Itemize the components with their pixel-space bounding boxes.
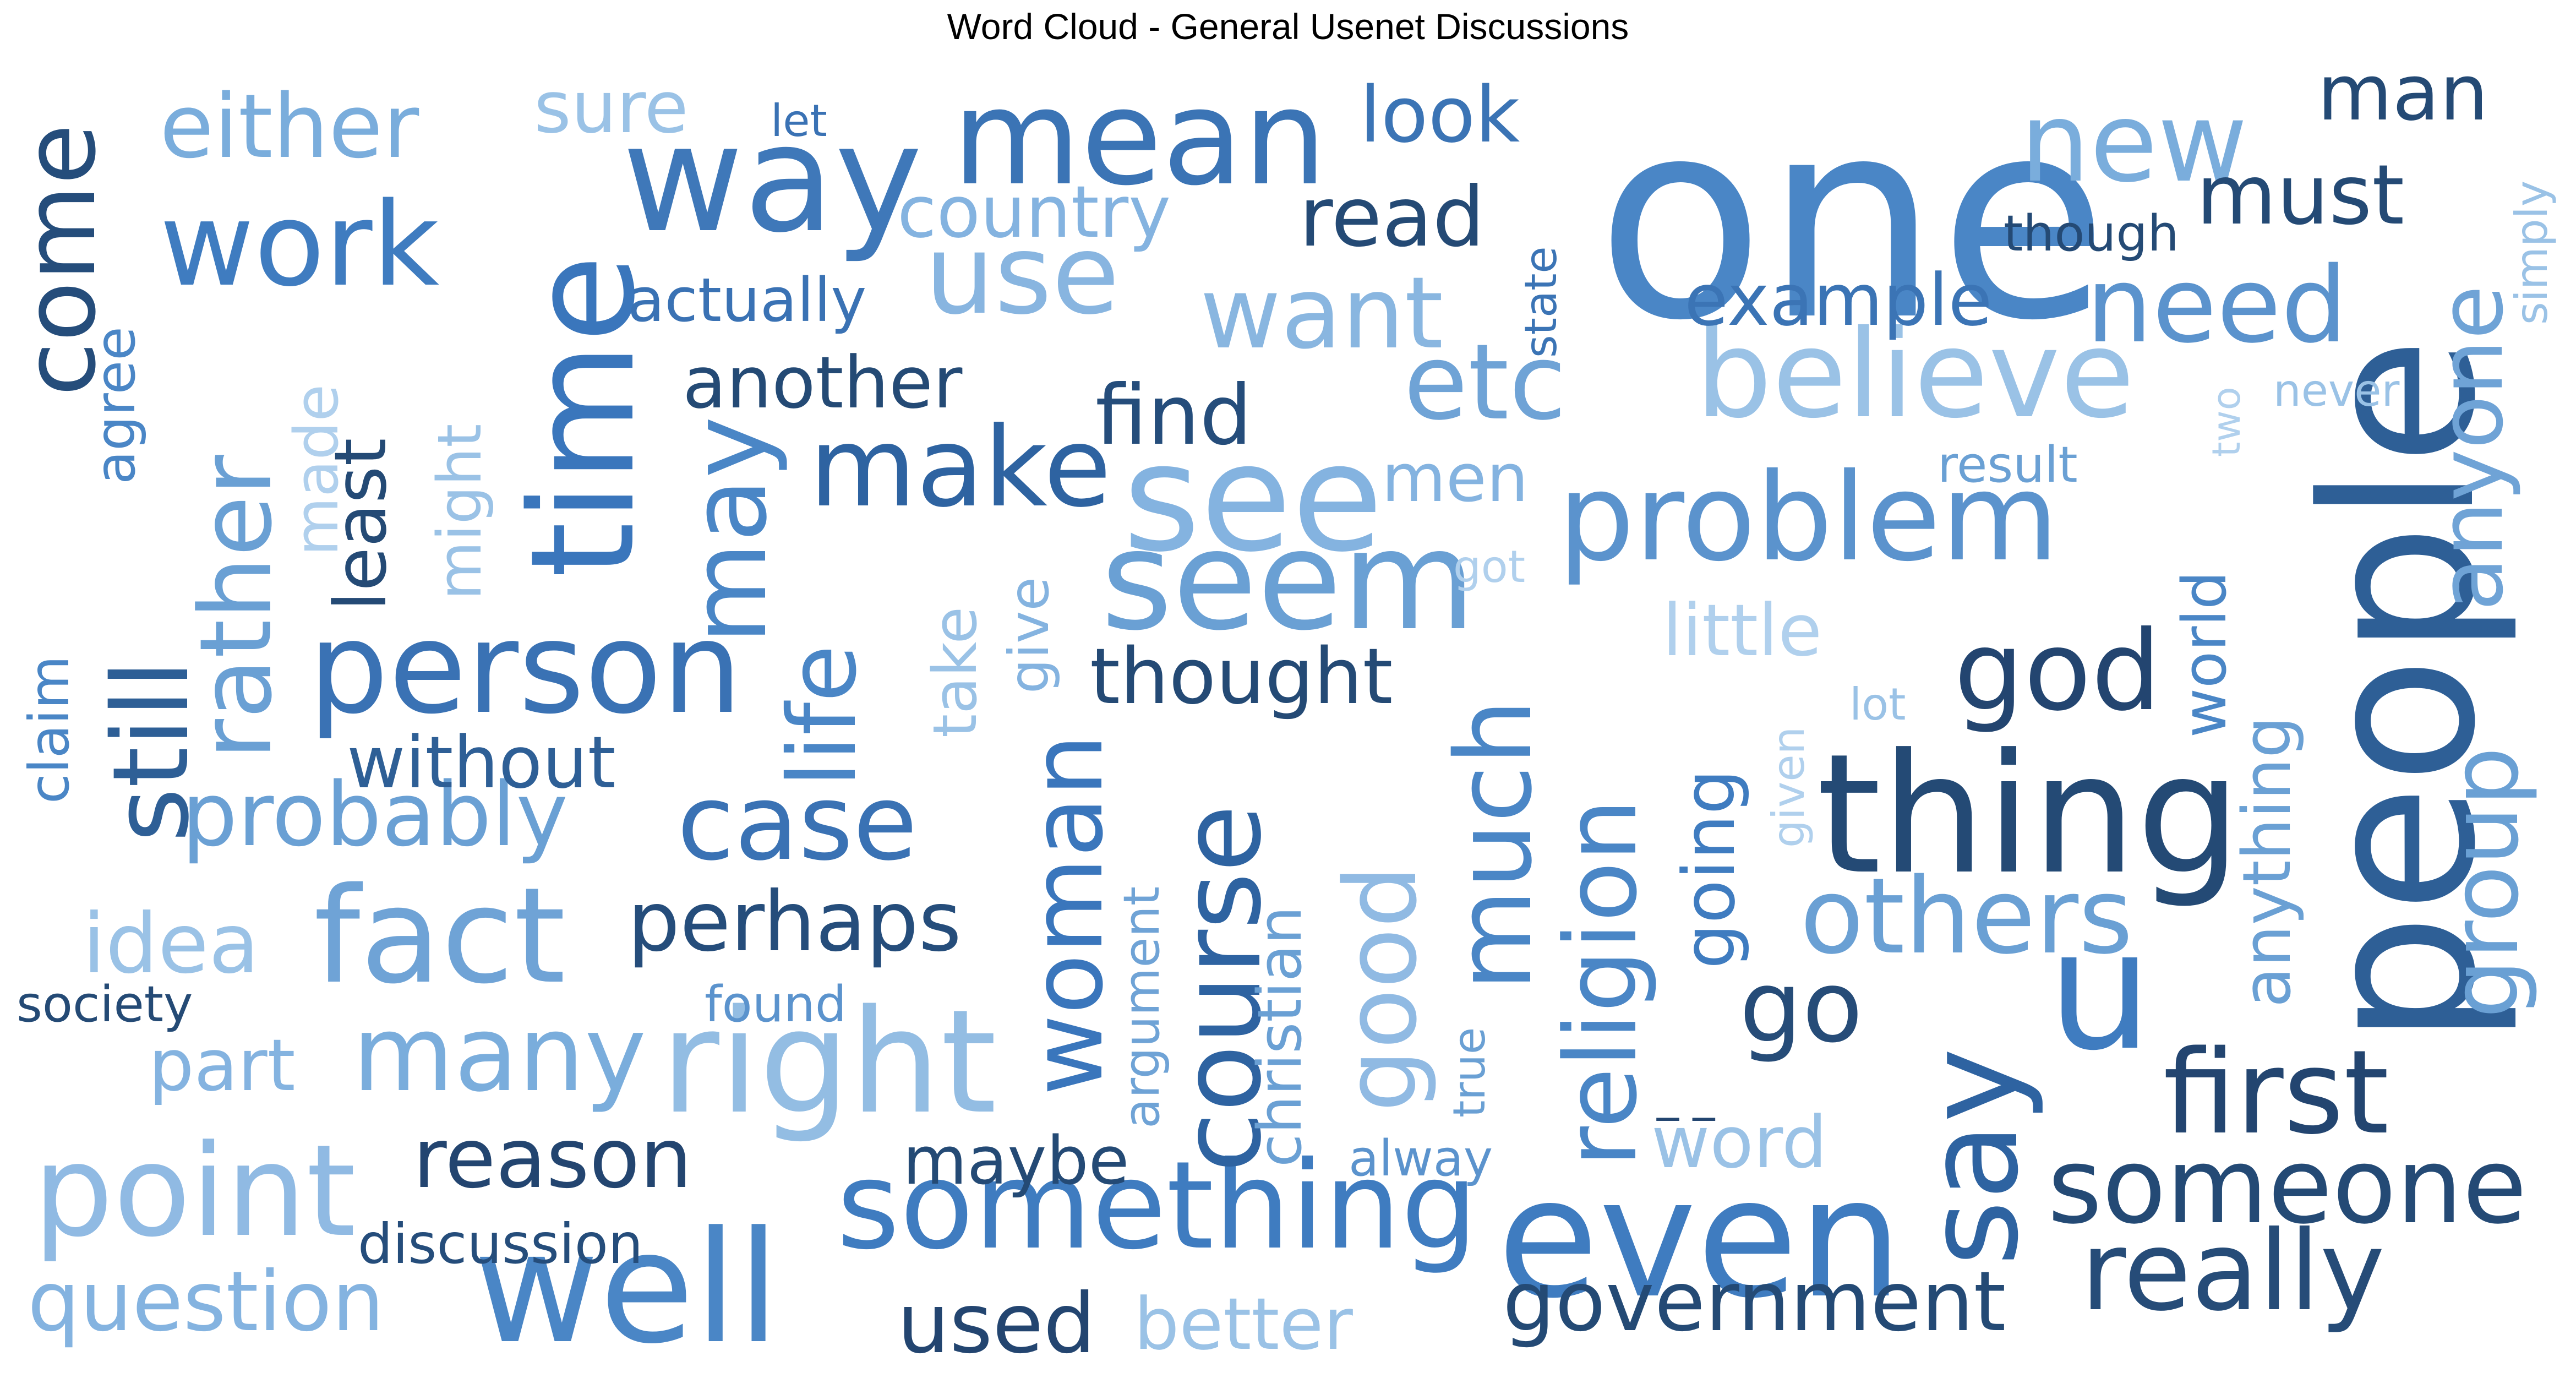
word-first: first (2163, 1025, 2389, 1160)
word-religion: religion (1544, 798, 1659, 1167)
word-either: either (160, 75, 419, 178)
word-men: men (1382, 440, 1529, 517)
word-really: really (2081, 1207, 2385, 1336)
word-person: person (308, 595, 743, 742)
word-found: found (705, 976, 847, 1033)
word-true: true (1444, 1027, 1495, 1118)
word-thought: thought (1090, 632, 1393, 722)
word-u: u (2048, 895, 2153, 1087)
word-sure: sure (534, 66, 689, 149)
word-country: country (897, 170, 1171, 254)
word-way: way (622, 92, 923, 265)
word-maybe: maybe (903, 1123, 1129, 1200)
word-underscore: _ _ (1657, 1070, 1715, 1121)
word-got: got (1453, 541, 1526, 592)
word-reason: reason (413, 1111, 692, 1207)
word-thing: thing (1816, 718, 2241, 911)
word-anything: anything (2229, 716, 2306, 1007)
word-much: much (1433, 699, 1555, 991)
word-anyone: anyone (2420, 285, 2523, 611)
word-word: word (1651, 1101, 1827, 1184)
word-argument: argument (1113, 886, 1171, 1129)
word-never: never (2273, 365, 2400, 416)
word-another: another (683, 341, 963, 424)
word-agree: agree (83, 326, 148, 484)
word-read: read (1299, 170, 1485, 265)
word-others: others (1800, 856, 2133, 977)
word-see: see (1123, 411, 1383, 585)
word-god: god (1954, 607, 2162, 736)
word-though: though (2004, 205, 2179, 263)
word-new: new (2020, 79, 2248, 207)
word-must: must (2196, 148, 2405, 243)
word-simply: simply (2506, 180, 2557, 325)
word-state: state (1515, 246, 1567, 358)
word-point: point (33, 1118, 356, 1265)
word-right: right (661, 979, 997, 1146)
page-title: Word Cloud - General Usenet Discussions (947, 6, 1629, 47)
word-rather: rather (179, 455, 294, 760)
word-give: give (997, 577, 1061, 694)
word-might: might (424, 423, 495, 600)
word-two: two (2204, 386, 2249, 457)
word-alway: alway (1349, 1130, 1493, 1188)
word-christian: christian (1245, 906, 1315, 1167)
word-idea: idea (83, 896, 260, 992)
word-something: something (837, 1135, 1478, 1276)
word-use: use (925, 211, 1120, 339)
word-given: given (1763, 726, 1814, 848)
word-etc: etc (1404, 322, 1567, 443)
word-used: used (897, 1276, 1096, 1372)
word-someone: someone (2048, 1125, 2527, 1247)
word-take: take (920, 607, 990, 738)
word-little: little (1662, 589, 1822, 672)
word-let: let (771, 95, 827, 146)
word-question: question (28, 1254, 385, 1350)
word-fact: fact (314, 859, 566, 1013)
word-world: world (2169, 571, 2240, 738)
word-lot: lot (1849, 679, 1906, 730)
word-made: made (281, 384, 352, 556)
word-mean: mean (952, 61, 1327, 215)
word-actually: actually (627, 265, 867, 335)
word-better: better (1134, 1282, 1353, 1366)
word-claim: claim (17, 655, 81, 804)
word-case: case (677, 762, 918, 884)
word-society: society (17, 976, 193, 1033)
word-discussion: discussion (358, 1212, 643, 1276)
word-work: work (160, 177, 440, 312)
word-even: even (1497, 1142, 1903, 1335)
word-good: good (1324, 865, 1439, 1112)
word-man: man (2317, 48, 2488, 138)
word-go: go (1739, 950, 1863, 1065)
word-going: going (1667, 769, 1751, 969)
word-look: look (1360, 70, 1520, 160)
word-without: without (347, 721, 616, 804)
word-want: want (1200, 256, 1444, 371)
word-well: well (473, 1199, 780, 1378)
word-one: one (1596, 60, 2109, 380)
word-group: group (2431, 747, 2540, 1018)
word-find: find (1095, 368, 1252, 464)
word-problem: problem (1558, 447, 2059, 588)
word-believe: believe (1695, 304, 2135, 445)
word-perhaps: perhaps (627, 874, 962, 970)
word-life: life (768, 645, 877, 787)
word-government: government (1503, 1254, 2006, 1350)
word-may: may (668, 416, 790, 644)
word-many: many (352, 993, 647, 1115)
word-make: make (809, 404, 1112, 532)
word-say: say (1900, 1048, 2046, 1266)
word-woman: woman (1010, 733, 1125, 1096)
word-seem: seem (1101, 500, 1476, 661)
word-part: part (149, 1023, 296, 1107)
word-need: need (2086, 244, 2348, 366)
word-example: example (1684, 258, 1993, 342)
word-probably: probably (182, 763, 569, 866)
word-result: result (1938, 436, 2078, 494)
